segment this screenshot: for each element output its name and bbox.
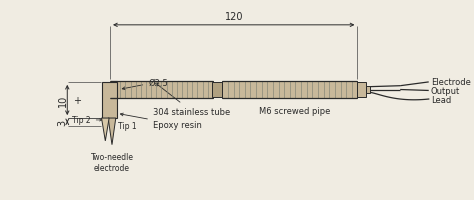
Text: 10: 10 bbox=[57, 94, 67, 107]
Bar bbox=[110, 82, 213, 99]
Text: Electrode: Electrode bbox=[431, 78, 471, 87]
Bar bbox=[102, 82, 117, 118]
Polygon shape bbox=[108, 118, 116, 145]
Text: Two-needle
electrode: Two-needle electrode bbox=[91, 153, 134, 172]
Text: Tip 1: Tip 1 bbox=[118, 121, 137, 130]
Text: Ø2.5: Ø2.5 bbox=[122, 78, 168, 90]
Bar bbox=[212, 82, 222, 98]
Text: Output: Output bbox=[431, 87, 460, 95]
Text: Epoxy resin: Epoxy resin bbox=[120, 114, 202, 129]
Text: Lead: Lead bbox=[431, 95, 451, 104]
Text: 3: 3 bbox=[57, 119, 67, 125]
Text: M6 screwed pipe: M6 screwed pipe bbox=[259, 106, 330, 115]
Polygon shape bbox=[101, 118, 109, 141]
Text: 304 stainless tube: 304 stainless tube bbox=[153, 84, 230, 116]
Bar bbox=[366, 86, 370, 94]
Bar bbox=[222, 82, 357, 99]
Bar bbox=[357, 82, 366, 98]
Text: Tip 2: Tip 2 bbox=[72, 116, 102, 125]
Bar bbox=[110, 82, 117, 99]
Text: +: + bbox=[73, 95, 81, 105]
Text: 120: 120 bbox=[225, 12, 243, 22]
